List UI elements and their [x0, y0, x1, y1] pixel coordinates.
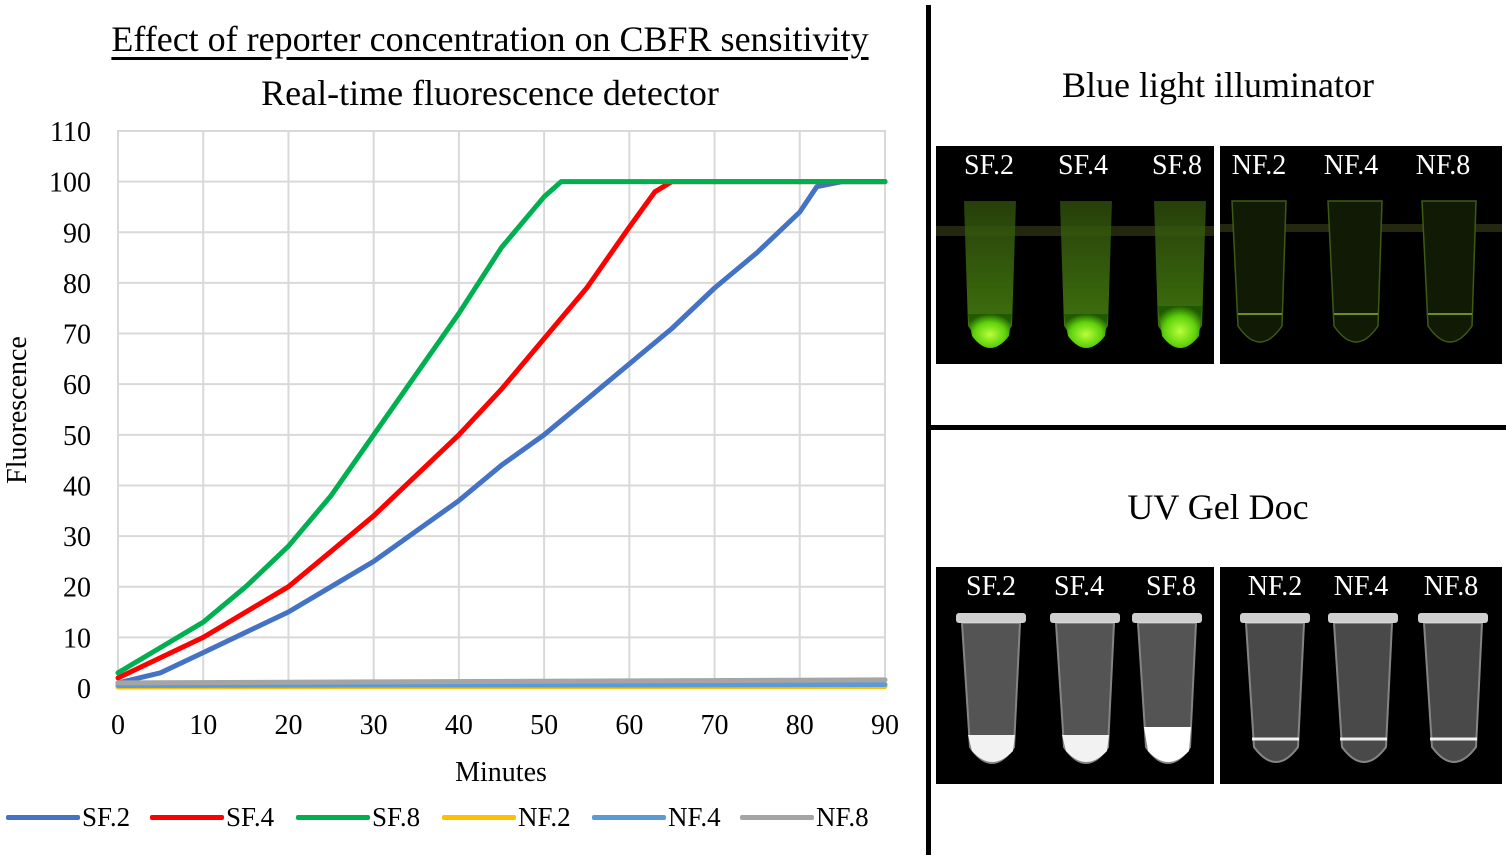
- legend-item-sf4: SF.4: [150, 800, 274, 834]
- x-tick-label: 80: [786, 710, 814, 741]
- horizontal-divider: [928, 425, 1506, 430]
- y-tick-label: 20: [63, 573, 91, 604]
- chart-title: Effect of reporter concentration on CBFR…: [111, 19, 869, 59]
- y-tick-label: 30: [63, 522, 91, 553]
- tube-nf2-uv: [1240, 613, 1310, 763]
- legend-label: SF.2: [82, 801, 131, 832]
- tube-nf8: [1421, 200, 1477, 343]
- legend-swatch: [740, 814, 814, 820]
- x-tick-label: 0: [111, 710, 125, 741]
- x-tick-label: 60: [615, 710, 643, 741]
- tube-sf8-uv: [1132, 613, 1202, 764]
- legend-item-nf4: NF.4: [592, 800, 721, 834]
- tube-nf4: [1327, 200, 1383, 343]
- tube-sf2-uv: [956, 613, 1026, 764]
- tube-label: NF.4: [1323, 150, 1379, 181]
- series-line-nf4: [115, 682, 888, 688]
- tube-label: SF.2: [966, 571, 1016, 602]
- series-line-sf4: [115, 179, 888, 681]
- legend-swatch: [592, 814, 666, 820]
- y-tick-label: 0: [77, 674, 91, 705]
- fluorescence-line-chart: 0 10 20 30 40 50 60 70 80 90 100 110 0 10 20 30 40 50 60 70…: [2, 117, 899, 788]
- y-tick-label: 50: [63, 421, 91, 452]
- x-tick-label: 20: [274, 710, 302, 741]
- legend-item-sf2: SF.2: [6, 800, 130, 834]
- tube-nf2: [1231, 200, 1287, 343]
- tube-sf2-glow: [964, 201, 1016, 348]
- y-tick-label: 40: [63, 471, 91, 502]
- blue-light-title: Blue light illuminator: [1062, 65, 1374, 105]
- y-tick-label: 60: [63, 370, 91, 401]
- y-tick-label: 110: [50, 117, 91, 148]
- y-tick-label: 100: [49, 168, 91, 199]
- legend-label: NF.2: [518, 801, 571, 832]
- tube-sf4-glow: [1060, 201, 1112, 348]
- series-line-nf8: [115, 677, 888, 686]
- x-tick-label: 50: [530, 710, 558, 741]
- blue-light-photo-nf: NF.2 NF.4 NF.8: [1220, 146, 1502, 364]
- tube-sf4-uv: [1050, 613, 1120, 764]
- tube-nf4-uv: [1328, 613, 1398, 763]
- series-line-sf8: [115, 179, 888, 676]
- chart-series: [115, 179, 888, 690]
- tube-label: NF.8: [1415, 150, 1471, 181]
- tube-label: NF.4: [1333, 571, 1389, 602]
- plot-area: [117, 130, 886, 689]
- vertical-divider: [926, 5, 931, 855]
- x-tick-label: 40: [445, 710, 473, 741]
- y-tick-label: 80: [63, 269, 91, 300]
- legend-item-sf8: SF.8: [296, 800, 420, 834]
- tube-label: SF.4: [1058, 150, 1108, 181]
- tube-nf8-uv: [1418, 613, 1488, 763]
- legend-item-nf2: NF.2: [442, 800, 571, 834]
- legend-label: NF.4: [668, 801, 721, 832]
- y-axis-label: Fluorescence: [2, 336, 33, 484]
- tube-label: SF.2: [964, 150, 1014, 181]
- y-tick-label: 90: [63, 218, 91, 249]
- tube-label: NF.2: [1247, 571, 1303, 602]
- tube-label: SF.8: [1152, 150, 1202, 181]
- legend-swatch: [6, 814, 80, 820]
- x-tick-label: 70: [701, 710, 729, 741]
- x-tick-label: 90: [871, 710, 899, 741]
- uv-gel-photo-sf: SF.2 SF.4 SF.8: [936, 567, 1214, 784]
- x-tick-label: 30: [360, 710, 388, 741]
- tube-label: NF.8: [1423, 571, 1479, 602]
- blue-light-photo-sf: SF.2 SF.4 SF.8: [936, 146, 1214, 364]
- y-tick-label: 70: [63, 320, 91, 351]
- uv-gel-photo-nf: NF.2 NF.4 NF.8: [1220, 567, 1502, 784]
- legend-item-nf8: NF.8: [740, 800, 869, 834]
- legend-swatch: [296, 814, 370, 820]
- legend-swatch: [442, 814, 516, 820]
- y-tick-label: 10: [63, 623, 91, 654]
- legend-label: SF.4: [226, 801, 275, 832]
- tube-label: NF.2: [1231, 150, 1287, 181]
- tube-label: SF.8: [1146, 571, 1196, 602]
- chart-grid: [117, 130, 886, 689]
- tube-label: SF.4: [1054, 571, 1104, 602]
- series-line-sf2: [115, 179, 888, 686]
- legend-label: NF.8: [816, 801, 869, 832]
- uv-gel-title: UV Gel Doc: [1127, 487, 1309, 527]
- legend-swatch: [150, 814, 224, 820]
- chart-subtitle: Real-time fluorescence detector: [261, 73, 719, 113]
- tube-sf8-glow: [1154, 201, 1206, 348]
- x-tick-label: 10: [189, 710, 217, 741]
- legend-label: SF.8: [372, 801, 421, 832]
- x-axis-label: Minutes: [455, 757, 547, 788]
- chart-ticks: 0 10 20 30 40 50 60 70 80 90 100 110 0 10 20 30 40 50 60 70…: [49, 117, 899, 741]
